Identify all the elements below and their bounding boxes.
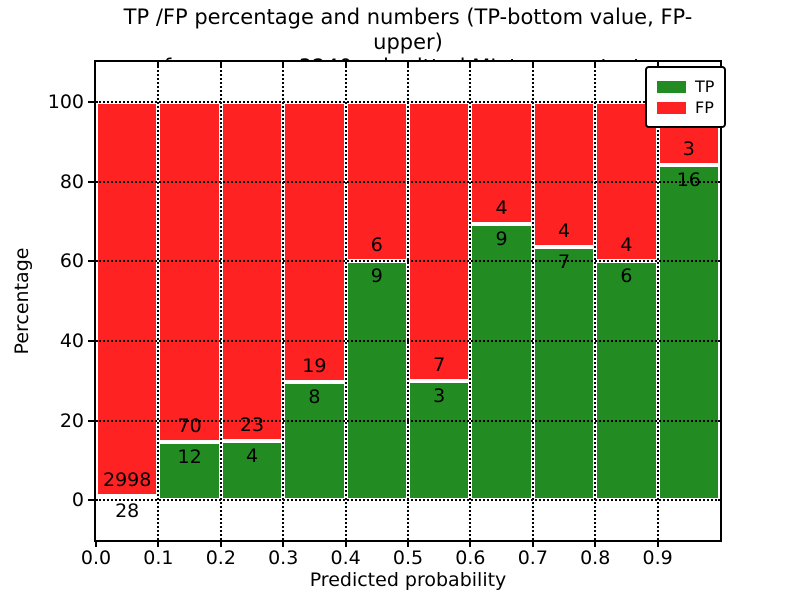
y-tick-mark — [88, 260, 94, 263]
x-tick-mark — [656, 542, 659, 547]
x-tick-mark — [344, 542, 347, 547]
fp-count-label: 2998 — [103, 469, 152, 492]
tp-count-label: 6 — [620, 265, 633, 288]
tp-count-label: 28 — [115, 500, 140, 523]
fp-count-label: 6 — [370, 234, 383, 257]
y-tick-mark — [88, 419, 94, 422]
tp-count-label: 16 — [676, 168, 701, 191]
x-tick-mark — [95, 542, 97, 547]
legend-tp-swatch — [657, 80, 686, 93]
tp-bar-segment — [220, 441, 284, 501]
x-gridline — [469, 62, 472, 540]
plot-area: 2998 28 70 12 23 4 19 8 6 9 7 3 4 9 4 7 4 6 3 16 TP FP — [94, 60, 727, 542]
x-tick-label: 0.6 — [455, 547, 486, 569]
fp-count-label: 7 — [433, 353, 446, 376]
fp-count-label: 19 — [302, 355, 327, 378]
x-tick-mark-top — [219, 62, 222, 68]
x-gridline — [594, 62, 597, 540]
x-tick-mark-top — [157, 62, 160, 68]
x-gridline — [531, 62, 534, 540]
legend-tp-label: TP — [695, 77, 715, 96]
tp-bar-segment — [158, 441, 221, 501]
legend-item-tp: TP — [657, 78, 714, 95]
x-tick-label: 0.9 — [642, 547, 673, 569]
tp-bar-segment — [657, 164, 720, 501]
tp-bar-segment — [345, 261, 408, 501]
fp-count-label: 4 — [620, 234, 633, 257]
x-tick-mark — [157, 542, 160, 547]
fp-count-label: 4 — [495, 197, 508, 220]
fp-bar-segment — [220, 101, 284, 442]
x-gridline — [282, 62, 285, 540]
y-tick-label: 60 — [59, 250, 84, 273]
tp-count-label: 8 — [308, 386, 321, 409]
fp-bar-segment — [532, 101, 596, 247]
x-gridline — [157, 62, 160, 540]
x-tick-mark — [531, 542, 534, 547]
tp-bar-segment — [532, 246, 596, 501]
x-tick-mark-top — [344, 62, 347, 68]
y-tick-mark — [88, 499, 94, 502]
chart-title-line1: TP /FP percentage and numbers (TP-bottom… — [123, 5, 693, 54]
tp-bar-segment — [470, 224, 533, 501]
x-gridline — [656, 62, 659, 540]
y-tick-mark — [88, 100, 94, 103]
fp-count-label: 3 — [682, 137, 695, 160]
fp-bar-segment — [408, 101, 471, 381]
tp-count-label: 9 — [370, 265, 383, 288]
x-tick-mark — [594, 542, 597, 547]
tp-count-label: 9 — [495, 228, 508, 251]
fp-count-label: 4 — [557, 219, 571, 242]
x-gridline — [344, 62, 347, 540]
x-tick-label: 0.7 — [517, 547, 548, 569]
legend-item-fp: FP — [657, 99, 714, 116]
tp-bar-segment — [283, 382, 346, 501]
fp-count-label: 70 — [177, 414, 202, 437]
x-tick-label: 0.1 — [143, 547, 174, 569]
x-tick-mark-top — [594, 62, 597, 68]
y-tick-mark — [88, 339, 94, 342]
y-tick-label: 20 — [59, 409, 84, 432]
x-tick-mark-top — [531, 62, 534, 68]
fp-bar-segment — [158, 101, 221, 442]
legend-fp-swatch — [657, 101, 686, 114]
tp-count-label: 4 — [245, 445, 259, 468]
x-tick-mark — [407, 542, 409, 547]
x-tick-label: 0.8 — [580, 547, 611, 569]
x-tick-label: 0.0 — [80, 547, 112, 569]
fp-bar-segment — [283, 101, 346, 383]
x-gridline — [407, 62, 409, 540]
fp-bar-segment — [470, 101, 533, 225]
tp-count-label: 7 — [557, 250, 571, 273]
tp-bar-segment — [408, 380, 471, 501]
tp-count-label: 3 — [433, 384, 446, 407]
legend-fp-label: FP — [695, 98, 714, 117]
tp-bar-segment — [595, 261, 658, 501]
fp-bar-segment — [96, 101, 159, 497]
fp-count-label: 23 — [239, 414, 265, 437]
x-tick-label: 0.5 — [392, 547, 424, 569]
y-tick-label: 40 — [59, 329, 84, 352]
tp-count-label: 12 — [177, 445, 202, 468]
x-tick-mark — [219, 542, 222, 547]
x-tick-mark — [469, 542, 472, 547]
x-gridline — [219, 62, 222, 540]
x-tick-mark-top — [407, 62, 409, 68]
x-tick-label: 0.2 — [205, 547, 236, 569]
y-tick-label: 100 — [47, 90, 84, 113]
y-tick-label: 0 — [71, 489, 84, 512]
x-tick-mark-top — [282, 62, 285, 68]
y-tick-mark — [88, 180, 94, 183]
x-tick-mark-top — [656, 62, 659, 68]
x-tick-mark-top — [469, 62, 472, 68]
y-tick-label: 80 — [59, 170, 84, 193]
x-tick-mark — [282, 542, 285, 547]
legend: TP FP — [645, 66, 727, 128]
x-axis-label: Predicted probability — [309, 569, 507, 591]
x-tick-label: 0.3 — [268, 547, 299, 569]
x-tick-label: 0.4 — [330, 547, 361, 569]
